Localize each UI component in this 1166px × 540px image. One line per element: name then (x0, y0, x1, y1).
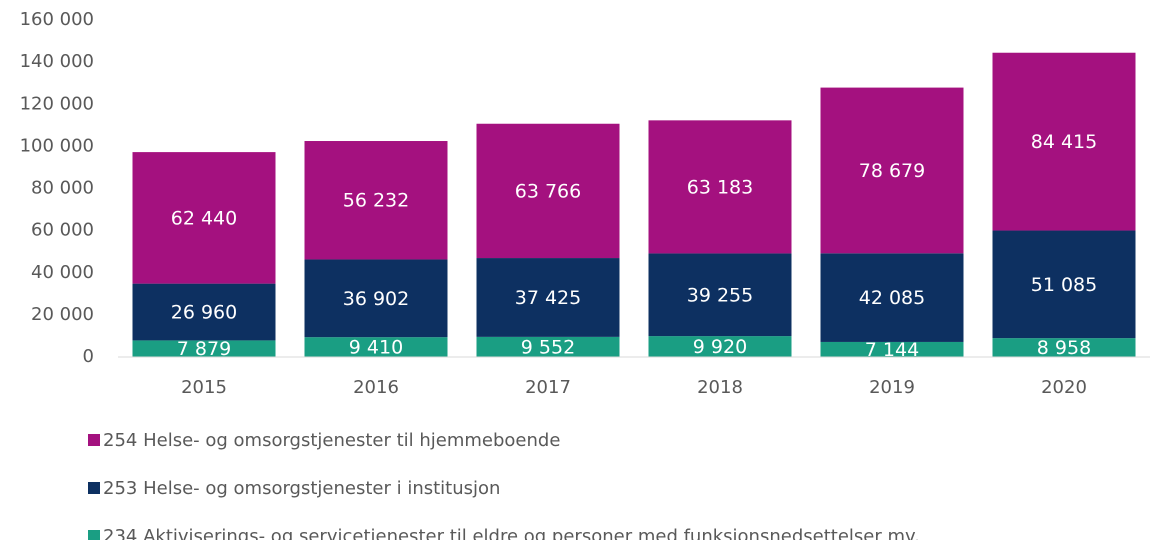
data-label: 78 679 (859, 160, 925, 182)
data-label: 9 920 (693, 336, 747, 358)
legend-label: 253 Helse- og omsorgstjenester i institu… (103, 478, 500, 499)
legend-label: 254 Helse- og omsorgstjenester til hjemm… (103, 430, 560, 451)
y-tick-label: 0 (83, 346, 94, 367)
data-label: 42 085 (859, 287, 925, 309)
bar-segment (304, 259, 448, 338)
data-label: 84 415 (1031, 131, 1097, 153)
y-tick-label: 60 000 (31, 220, 94, 241)
data-label: 8 958 (1037, 337, 1091, 359)
legend-swatch (88, 530, 100, 540)
data-label: 36 902 (343, 288, 409, 310)
bar-segment (476, 336, 620, 357)
data-label: 62 440 (171, 207, 237, 229)
data-label: 63 183 (687, 176, 753, 198)
x-tick-label: 2018 (697, 377, 743, 398)
y-tick-label: 140 000 (20, 51, 94, 72)
data-label: 9 410 (349, 337, 403, 359)
data-label: 37 425 (515, 287, 581, 309)
bar-segment (992, 230, 1136, 339)
bar-segment (476, 123, 620, 259)
bar-segment (992, 338, 1136, 357)
y-tick-label: 160 000 (20, 9, 94, 30)
x-tick-label: 2016 (353, 377, 399, 398)
data-label: 7 879 (177, 338, 231, 360)
legend-label: 234 Aktiviserings- og servicetjenester t… (103, 526, 920, 540)
y-tick-label: 40 000 (31, 262, 94, 283)
bar-segment (132, 340, 276, 357)
x-tick-label: 2015 (181, 377, 227, 398)
bar-segment (820, 253, 964, 342)
data-label: 39 255 (687, 284, 753, 306)
data-label: 26 960 (171, 302, 237, 324)
legend-swatch (88, 434, 100, 446)
y-tick-label: 20 000 (31, 304, 94, 325)
data-label: 56 232 (343, 190, 409, 212)
data-label: 63 766 (515, 180, 581, 202)
legend-swatch (88, 482, 100, 494)
bar-segment (820, 87, 964, 254)
data-label: 7 144 (865, 339, 919, 361)
y-tick-label: 120 000 (20, 93, 94, 114)
bar-segment (992, 52, 1136, 231)
bar-segment (132, 152, 276, 284)
x-tick-label: 2019 (869, 377, 915, 398)
bar-segment (648, 120, 792, 254)
y-tick-label: 100 000 (20, 135, 94, 156)
bar-segment (476, 258, 620, 337)
x-tick-label: 2020 (1041, 377, 1087, 398)
bar-segment (820, 341, 964, 357)
y-tick-label: 80 000 (31, 178, 94, 199)
x-tick-label: 2017 (525, 377, 571, 398)
bar-segment (648, 253, 792, 337)
bar-segment (132, 283, 276, 341)
bar-segment (648, 336, 792, 357)
data-label: 51 085 (1031, 274, 1097, 296)
bar-segment (304, 337, 448, 357)
bar-segment (304, 141, 448, 260)
data-label: 9 552 (521, 336, 575, 358)
